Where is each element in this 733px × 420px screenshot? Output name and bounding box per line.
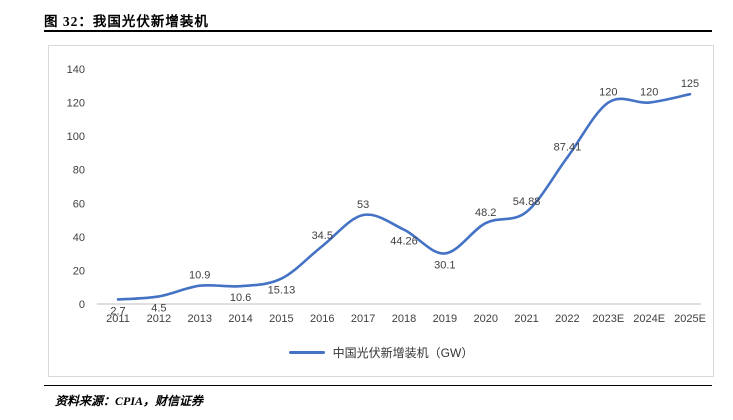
source-note: 资料来源：CPIA，财信证券	[55, 394, 204, 408]
x-tick-label: 2024E	[633, 313, 665, 325]
data-label: 10.6	[230, 292, 251, 304]
y-tick-label: 0	[79, 299, 85, 311]
y-tick-label: 20	[73, 265, 85, 277]
line-chart: 0 20 40 60 80 100 120 140 2011 2012 2013 2014 2015 20…	[67, 64, 706, 325]
data-label: 10.9	[189, 270, 210, 282]
x-tick-label: 2015	[269, 313, 293, 325]
data-label: 87.41	[554, 141, 582, 153]
chart-container: 0 20 40 60 80 100 120 140 2011 2012 2013 2014 2015 20…	[48, 45, 714, 377]
x-tick-label: 2016	[310, 313, 334, 325]
data-label: 48.2	[475, 207, 496, 219]
y-tick-label: 60	[73, 198, 85, 210]
chart-legend: 中国光伏新增装机（GW）	[49, 344, 713, 361]
y-tick-label: 120	[67, 98, 85, 110]
x-tick-label: 2020	[473, 313, 497, 325]
x-tick-label: 2014	[228, 313, 252, 325]
data-label: 120	[640, 87, 658, 99]
legend-series-label: 中国光伏新增装机（GW）	[332, 346, 474, 360]
data-label: 34.5	[312, 230, 333, 242]
data-label: 53	[357, 199, 369, 211]
x-tick-label: 2023E	[592, 313, 624, 325]
x-tick-label: 2025E	[674, 313, 706, 325]
title-underline	[44, 30, 712, 32]
x-tick-label: 2011	[106, 313, 130, 325]
data-label: 120	[599, 87, 617, 99]
data-label: 15.13	[268, 285, 296, 297]
data-label: 2.7	[110, 305, 125, 317]
x-tick-label: 2021	[514, 313, 538, 325]
y-tick-label: 80	[73, 165, 85, 177]
y-tick-label: 40	[73, 232, 85, 244]
legend-line-swatch	[288, 351, 325, 354]
x-tick-label: 2012	[147, 313, 171, 325]
x-tick-label: 2019	[433, 313, 457, 325]
data-label: 54.88	[513, 196, 541, 208]
x-tick-label: 2018	[392, 313, 416, 325]
x-tick-label: 2013	[187, 313, 211, 325]
x-tick-label: 2017	[351, 313, 375, 325]
y-tick-label: 140	[67, 64, 85, 76]
x-tick-label: 2022	[555, 313, 579, 325]
data-label: 30.1	[434, 259, 455, 271]
footer-divider	[44, 385, 712, 386]
figure-title: 图 32：我国光伏新增装机	[44, 14, 209, 29]
series-line	[116, 92, 692, 301]
data-label: 125	[681, 78, 699, 90]
data-label: 44.26	[390, 236, 418, 248]
y-tick-label: 100	[67, 131, 85, 143]
data-label: 4.5	[151, 302, 166, 314]
